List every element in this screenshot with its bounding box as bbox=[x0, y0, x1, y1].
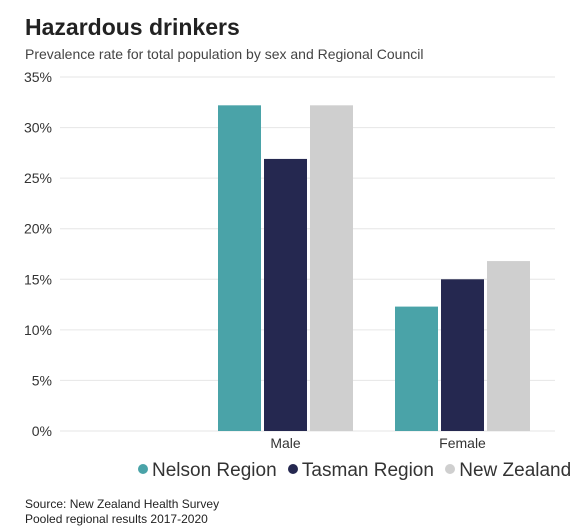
y-tick-label: 25% bbox=[24, 170, 52, 186]
y-tick-label: 20% bbox=[24, 221, 52, 237]
pooled-results-line: Pooled regional results 2017-2020 bbox=[25, 512, 219, 527]
legend-dot-new-zealand bbox=[445, 464, 455, 474]
bar-new-zealand-male[interactable] bbox=[310, 105, 353, 431]
x-tick-label-female: Female bbox=[439, 435, 486, 451]
source-line: Source: New Zealand Health Survey bbox=[25, 497, 219, 512]
source-note: Source: New Zealand Health Survey Pooled… bbox=[25, 497, 219, 527]
bar-chart: 0% 5% 10% 15% 20% 25% 30% 35% Male Female bbox=[0, 0, 575, 460]
bar-nelson-female[interactable] bbox=[395, 307, 438, 431]
y-axis-ticks: 0% 5% 10% 15% 20% 25% 30% 35% bbox=[24, 69, 52, 439]
legend: Nelson Region Tasman Region New Zealand bbox=[138, 460, 575, 482]
bar-new-zealand-female[interactable] bbox=[487, 261, 530, 431]
y-tick-label: 30% bbox=[24, 120, 52, 136]
bar-nelson-male[interactable] bbox=[218, 105, 261, 431]
legend-item-nelson[interactable]: Nelson Region bbox=[138, 460, 277, 482]
y-tick-label: 15% bbox=[24, 271, 52, 287]
legend-label-tasman: Tasman Region bbox=[302, 460, 434, 481]
bars bbox=[218, 105, 530, 431]
legend-item-tasman[interactable]: Tasman Region bbox=[288, 460, 434, 482]
legend-item-new-zealand[interactable]: New Zealand bbox=[445, 460, 571, 482]
bar-tasman-female[interactable] bbox=[441, 279, 484, 431]
y-tick-label: 35% bbox=[24, 69, 52, 85]
bar-tasman-male[interactable] bbox=[264, 159, 307, 431]
y-tick-label: 5% bbox=[32, 372, 52, 388]
legend-label-nelson: Nelson Region bbox=[152, 460, 277, 481]
x-tick-label-male: Male bbox=[270, 435, 301, 451]
y-tick-label: 10% bbox=[24, 322, 52, 338]
legend-dot-nelson bbox=[138, 464, 148, 474]
legend-label-new-zealand: New Zealand bbox=[459, 460, 571, 481]
legend-dot-tasman bbox=[288, 464, 298, 474]
y-tick-label: 0% bbox=[32, 423, 52, 439]
x-axis-ticks: Male Female bbox=[270, 435, 486, 451]
